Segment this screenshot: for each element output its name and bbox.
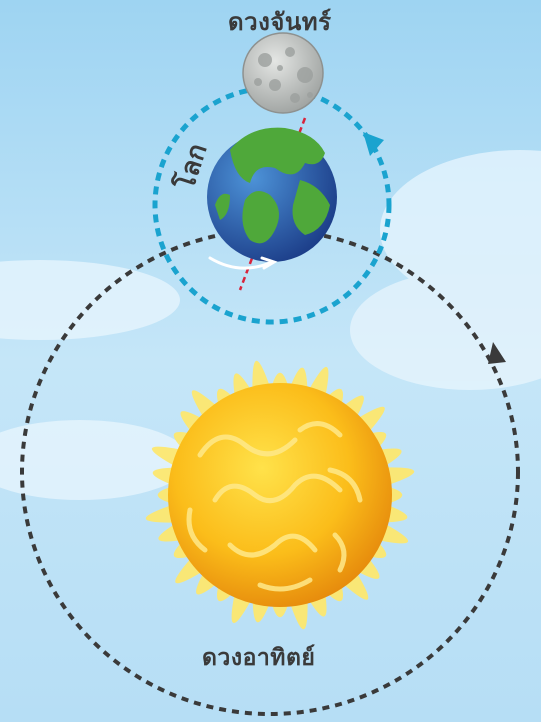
moon-label: ดวงจันทร์ bbox=[228, 8, 332, 36]
sun-ray bbox=[339, 395, 364, 421]
earth-icon bbox=[207, 117, 337, 291]
moon-orbit-arrow-icon bbox=[363, 132, 384, 156]
earth-orbit-arrow-icon bbox=[488, 342, 506, 364]
cloud-shapes bbox=[0, 150, 541, 500]
sun-icon bbox=[145, 360, 415, 630]
sun-ray bbox=[196, 569, 221, 595]
moon-icon bbox=[242, 32, 324, 114]
sun-label: ดวงอาทิตย์ bbox=[202, 645, 316, 671]
earth-orbit-path bbox=[20, 228, 520, 716]
sun-ray bbox=[354, 554, 380, 579]
sun-ray bbox=[180, 411, 206, 436]
